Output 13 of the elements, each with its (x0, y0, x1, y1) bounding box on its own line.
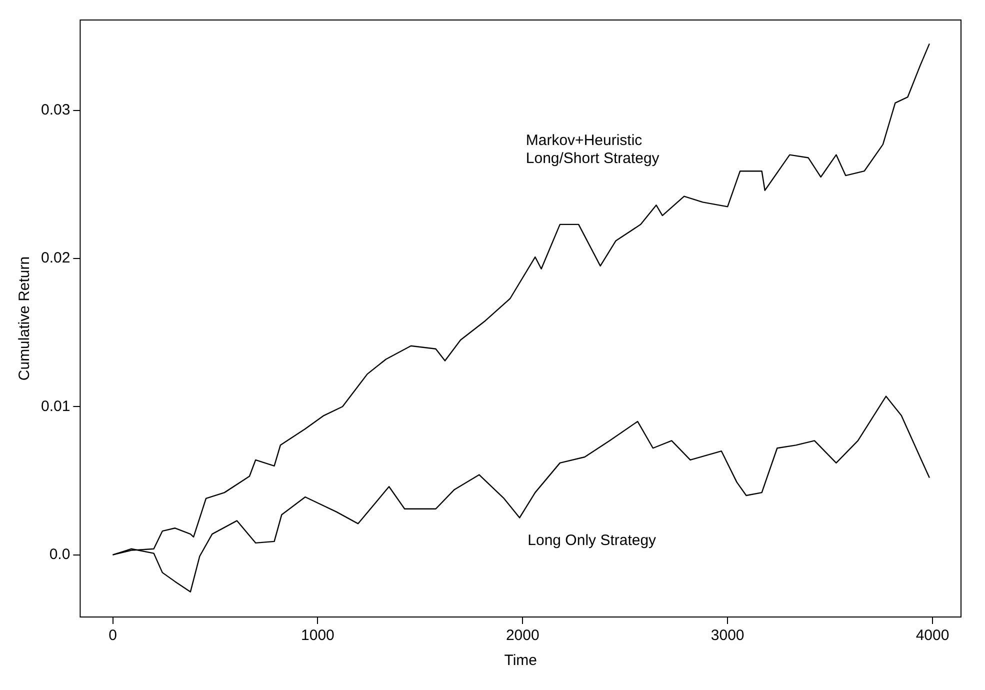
x-tick-label: 0 (108, 627, 117, 644)
x-tick-label: 2000 (506, 627, 540, 644)
y-tick-label: 0.0 (49, 546, 70, 563)
y-tick-label: 0.03 (40, 102, 70, 119)
text: Markov+Heuristic Long/Short Strategy (526, 132, 660, 168)
x-tick-label: 4000 (916, 627, 950, 644)
x-tick-label: 3000 (710, 627, 744, 644)
y-tick-label: 0.02 (40, 250, 70, 267)
y-tick-label: 0.01 (40, 398, 70, 415)
y-axis-title: Cumulative Return (16, 256, 34, 381)
series-label: Long Only Strategy (528, 532, 657, 550)
x-tick-label: 1000 (301, 627, 334, 644)
x-axis-title: Time (504, 652, 537, 670)
